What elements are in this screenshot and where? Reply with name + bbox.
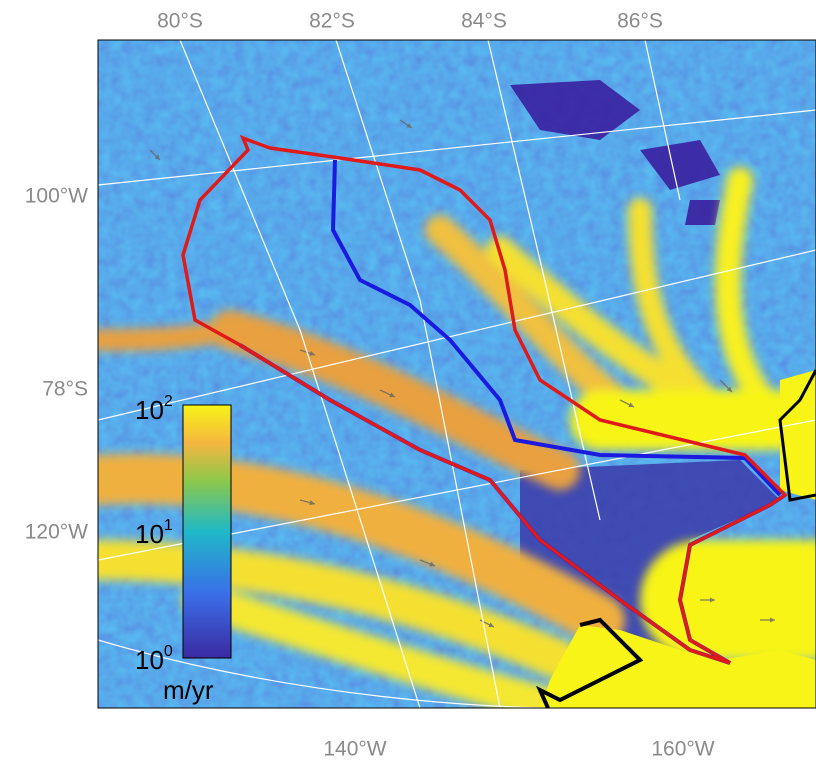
lat-label: 82°S: [309, 10, 355, 33]
tick-base: 10: [135, 395, 164, 425]
tick-exponent: 2: [164, 393, 173, 410]
lon-label: 160°W: [651, 738, 714, 761]
colorbar: [183, 405, 231, 658]
lat-label: 86°S: [617, 10, 663, 33]
map-figure: 80°S 82°S 84°S 86°S 100°W 78°S 120°W 140…: [0, 0, 816, 771]
tick-exponent: 0: [164, 643, 173, 660]
lat-label: 78°S: [42, 378, 88, 401]
colorbar-unit: m/yr: [163, 675, 214, 705]
tick-base: 10: [135, 519, 164, 549]
tick-base: 10: [135, 645, 164, 675]
lat-label: 84°S: [461, 10, 507, 33]
lat-label: 80°S: [157, 10, 203, 33]
lon-label: 140°W: [323, 738, 386, 761]
lon-label: 120°W: [25, 521, 88, 544]
tick-exponent: 1: [164, 517, 173, 534]
lon-label: 100°W: [25, 185, 88, 208]
